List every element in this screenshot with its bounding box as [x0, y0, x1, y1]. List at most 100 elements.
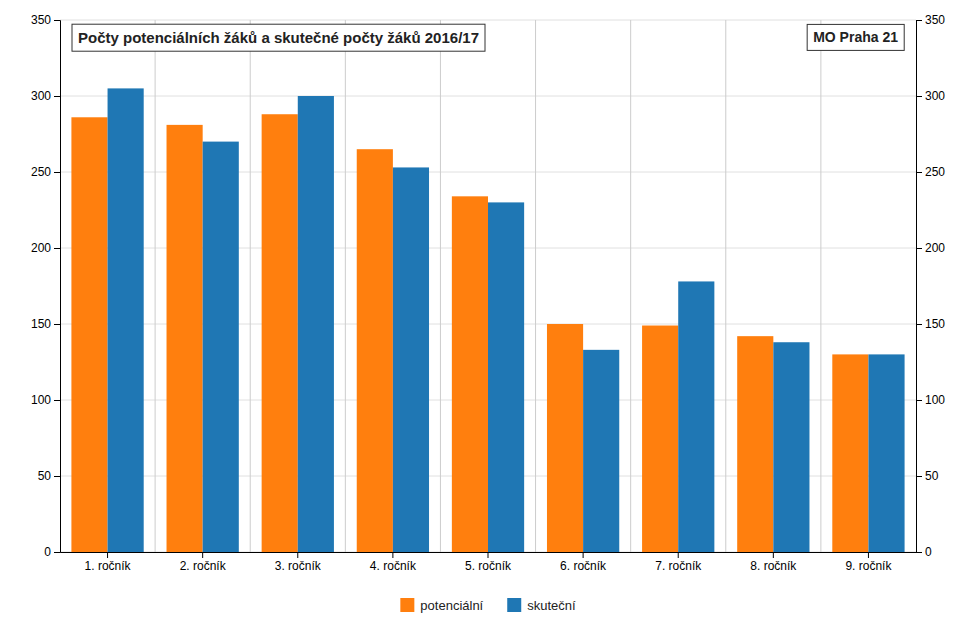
tick-mark [297, 552, 298, 558]
tick: 4. ročník [370, 552, 417, 573]
tick-label: 0 [925, 545, 932, 559]
tick-label: 250 [31, 165, 51, 179]
bar [71, 117, 107, 552]
tick-mark [54, 172, 60, 173]
tick: 50 [916, 469, 939, 483]
tick: 0 [44, 545, 60, 559]
tick-label: 200 [31, 241, 51, 255]
tick-label: 250 [925, 165, 945, 179]
tick-label: 50 [925, 469, 939, 483]
bar [832, 354, 868, 552]
bar [357, 149, 393, 552]
tick: 6. ročník [560, 552, 607, 573]
tick-mark [678, 552, 679, 558]
tick: 300 [916, 89, 945, 103]
legend-item: skuteční [507, 598, 576, 613]
tick: 50 [38, 469, 60, 483]
tick-mark [202, 552, 203, 558]
tick-label: 200 [925, 241, 945, 255]
tick-label: 300 [31, 89, 51, 103]
dividers [155, 20, 821, 552]
subtitle-group: MO Praha 21 [807, 24, 904, 50]
tick-mark [916, 20, 922, 21]
tick: 5. ročník [465, 552, 512, 573]
legend: potenciální skuteční [400, 598, 576, 613]
tick: 300 [31, 89, 60, 103]
tick: 350 [31, 13, 60, 27]
tick-label: 350 [925, 13, 945, 27]
bar [298, 96, 334, 552]
tick-mark [916, 96, 922, 97]
subtitle: MO Praha 21 [813, 29, 898, 45]
bar [393, 167, 429, 552]
tick: 100 [916, 393, 945, 407]
tick: 150 [31, 317, 60, 331]
tick-mark [54, 476, 60, 477]
tick-mark [916, 400, 922, 401]
tick: 3. ročník [275, 552, 322, 573]
group-divider [725, 20, 726, 552]
plot: 1. ročník2. ročník3. ročník4. ročník5. r… [31, 13, 945, 572]
tick: 9. ročník [845, 552, 892, 573]
tick: 250 [31, 165, 60, 179]
tick-label: 1. ročník [85, 559, 132, 573]
bar [203, 142, 239, 552]
group-divider [535, 20, 536, 552]
tick-mark [916, 552, 922, 553]
tick-mark [54, 96, 60, 97]
legend-item: potenciální [400, 598, 483, 613]
tick-mark [54, 248, 60, 249]
grid-line [60, 96, 916, 97]
tick-mark [392, 552, 393, 558]
bar [167, 125, 203, 552]
tick-mark [54, 324, 60, 325]
legend-label: potenciální [420, 598, 483, 613]
tick-mark [868, 552, 869, 558]
tick-label: 7. ročník [655, 559, 702, 573]
axis: 0 50 100 150 200 250 300 350 [916, 13, 945, 559]
tick-mark [773, 552, 774, 558]
tick: 8. ročník [750, 552, 797, 573]
group-divider [155, 20, 156, 552]
tick-mark [916, 476, 922, 477]
tick-label: 0 [44, 545, 51, 559]
bar [678, 281, 714, 552]
group-divider [345, 20, 346, 552]
title: Počty potenciálních žáků a skutečné počt… [78, 29, 479, 46]
series [108, 88, 905, 552]
tick: 350 [916, 13, 945, 27]
tick-mark [488, 552, 489, 558]
tick-label: 9. ročník [845, 559, 892, 573]
axis-line [54, 21, 61, 553]
title-group: Počty potenciálních žáků a skutečné počt… [72, 24, 485, 51]
tick-mark [583, 552, 584, 558]
bar [737, 336, 773, 552]
tick: 250 [916, 165, 945, 179]
bar [773, 342, 809, 552]
bar [583, 350, 619, 552]
axis: 1. ročník2. ročník3. ročník4. ročník5. r… [61, 552, 917, 573]
tick-mark [916, 324, 922, 325]
tick-label: 150 [925, 317, 945, 331]
tick-mark [54, 20, 60, 21]
tick-mark [54, 552, 60, 553]
legend-swatch [507, 598, 521, 612]
tick-label: 100 [31, 393, 51, 407]
group-divider [630, 20, 631, 552]
tick-label: 4. ročník [370, 559, 417, 573]
bar [547, 324, 583, 552]
tick: 7. ročník [655, 552, 702, 573]
tick: 100 [31, 393, 60, 407]
tick: 200 [31, 241, 60, 255]
bars [71, 88, 904, 552]
tick-label: 150 [31, 317, 51, 331]
tick-label: 350 [31, 13, 51, 27]
bar [262, 114, 298, 552]
tick-label: 50 [38, 469, 52, 483]
bar [642, 326, 678, 552]
group-divider [440, 20, 441, 552]
axis: 0 50 100 150 200 250 300 350 [31, 13, 61, 559]
tick-mark [54, 400, 60, 401]
tick-mark [916, 172, 922, 173]
bar [108, 88, 144, 552]
